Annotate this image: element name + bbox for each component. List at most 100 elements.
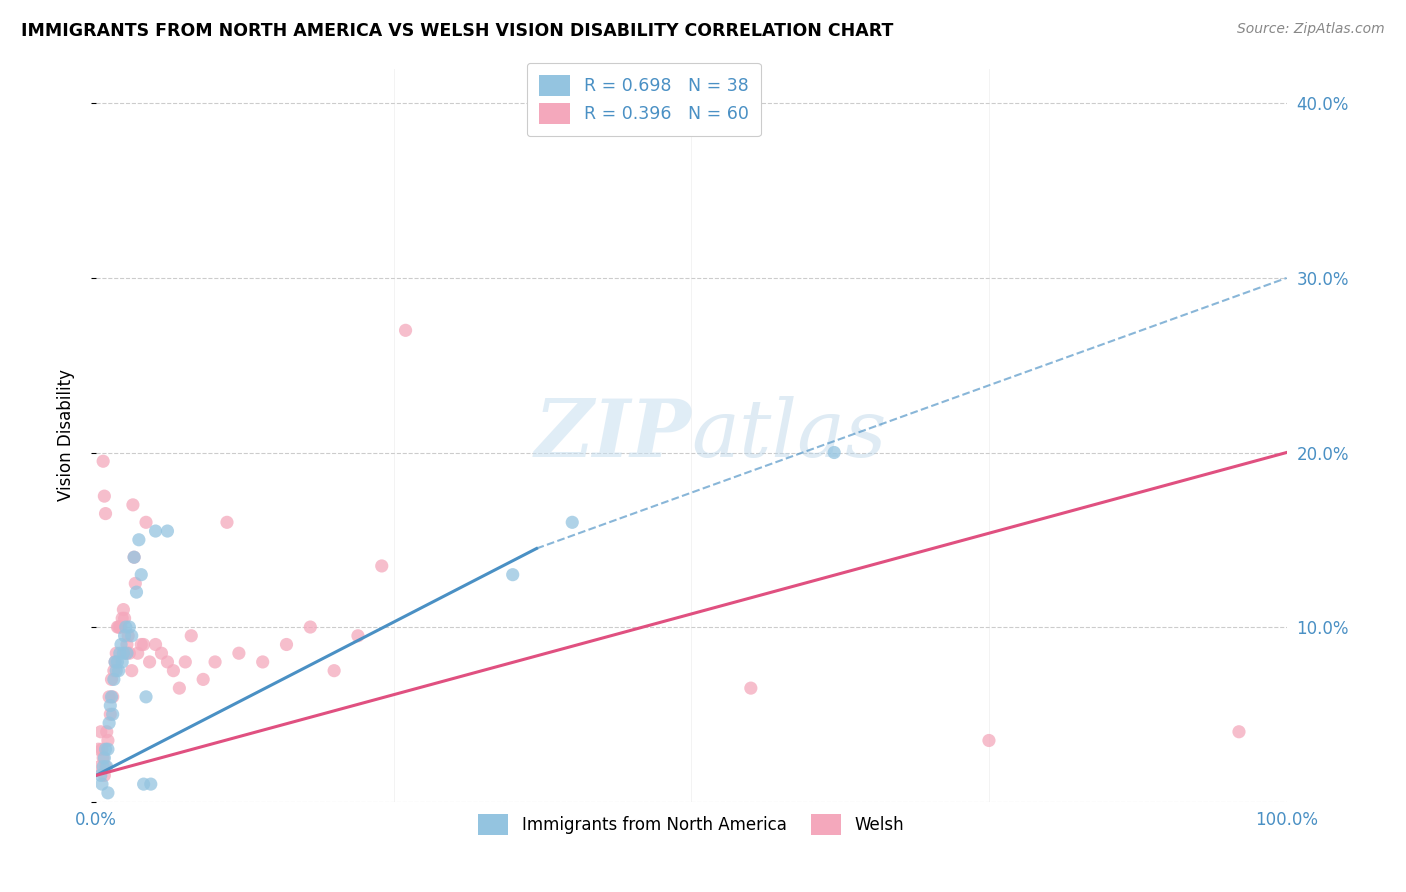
Point: [162, 664, 184, 678]
Point: [118, 646, 141, 660]
Point: [204, 655, 226, 669]
Point: [502, 567, 524, 582]
Point: [94, 742, 117, 756]
Point: [98, 690, 121, 704]
Point: [128, 533, 150, 547]
Point: [977, 733, 1000, 747]
Point: [132, 777, 155, 791]
Point: [215, 516, 238, 530]
Point: [108, 646, 131, 660]
Point: [125, 585, 148, 599]
Point: [132, 638, 155, 652]
Point: [96, 759, 118, 773]
Point: [118, 620, 141, 634]
Point: [89, 759, 111, 773]
Point: [156, 524, 179, 538]
Point: [94, 507, 117, 521]
Point: [323, 664, 346, 678]
Point: [228, 646, 250, 660]
Point: [93, 751, 115, 765]
Point: [105, 664, 128, 678]
Point: [90, 768, 112, 782]
Point: [96, 724, 118, 739]
Point: [115, 638, 138, 652]
Point: [740, 681, 762, 695]
Point: [110, 638, 132, 652]
Point: [110, 620, 132, 634]
Point: [111, 611, 134, 625]
Point: [101, 690, 124, 704]
Point: [150, 646, 173, 660]
Point: [347, 629, 370, 643]
Point: [91, 454, 114, 468]
Point: [93, 768, 115, 782]
Point: [114, 611, 136, 625]
Point: [101, 707, 124, 722]
Point: [135, 516, 157, 530]
Point: [299, 620, 322, 634]
Point: [94, 759, 117, 773]
Point: [90, 724, 112, 739]
Point: [252, 655, 274, 669]
Point: [107, 620, 129, 634]
Text: IMMIGRANTS FROM NORTH AMERICA VS WELSH VISION DISABILITY CORRELATION CHART: IMMIGRANTS FROM NORTH AMERICA VS WELSH V…: [21, 22, 893, 40]
Point: [371, 558, 394, 573]
Point: [127, 646, 149, 660]
Point: [276, 638, 298, 652]
Point: [100, 673, 122, 687]
Point: [122, 550, 145, 565]
Point: [112, 646, 135, 660]
Point: [561, 516, 583, 530]
Point: [115, 646, 138, 660]
Point: [105, 646, 128, 660]
Point: [91, 742, 114, 756]
Point: [121, 629, 143, 643]
Point: [121, 664, 143, 678]
Point: [1227, 724, 1250, 739]
Point: [114, 646, 136, 660]
Point: [174, 655, 197, 669]
Point: [145, 524, 167, 538]
Legend: Immigrants from North America, Welsh: Immigrants from North America, Welsh: [468, 805, 914, 845]
Point: [107, 620, 129, 634]
Point: [97, 733, 120, 747]
Point: [124, 576, 146, 591]
Point: [93, 489, 115, 503]
Point: [91, 751, 114, 765]
Point: [129, 567, 152, 582]
Point: [823, 445, 845, 459]
Point: [114, 620, 136, 634]
Point: [100, 690, 122, 704]
Point: [103, 673, 125, 687]
Point: [108, 620, 131, 634]
Point: [394, 323, 416, 337]
Point: [156, 655, 179, 669]
Point: [87, 742, 110, 756]
Point: [122, 498, 145, 512]
Point: [91, 777, 114, 791]
Point: [180, 629, 202, 643]
Point: [104, 655, 127, 669]
Point: [103, 664, 125, 678]
Text: Source: ZipAtlas.com: Source: ZipAtlas.com: [1237, 22, 1385, 37]
Point: [135, 690, 157, 704]
Point: [122, 550, 145, 565]
Point: [91, 759, 114, 773]
Point: [104, 655, 127, 669]
Point: [98, 716, 121, 731]
Text: atlas: atlas: [692, 396, 887, 474]
Point: [107, 664, 129, 678]
Point: [98, 698, 121, 713]
Point: [97, 742, 120, 756]
Point: [169, 681, 191, 695]
Point: [107, 655, 129, 669]
Point: [139, 777, 162, 791]
Point: [98, 707, 121, 722]
Y-axis label: Vision Disability: Vision Disability: [58, 369, 75, 501]
Text: ZIP: ZIP: [534, 396, 692, 474]
Point: [145, 638, 167, 652]
Point: [129, 638, 152, 652]
Point: [114, 629, 136, 643]
Point: [138, 655, 160, 669]
Point: [117, 629, 139, 643]
